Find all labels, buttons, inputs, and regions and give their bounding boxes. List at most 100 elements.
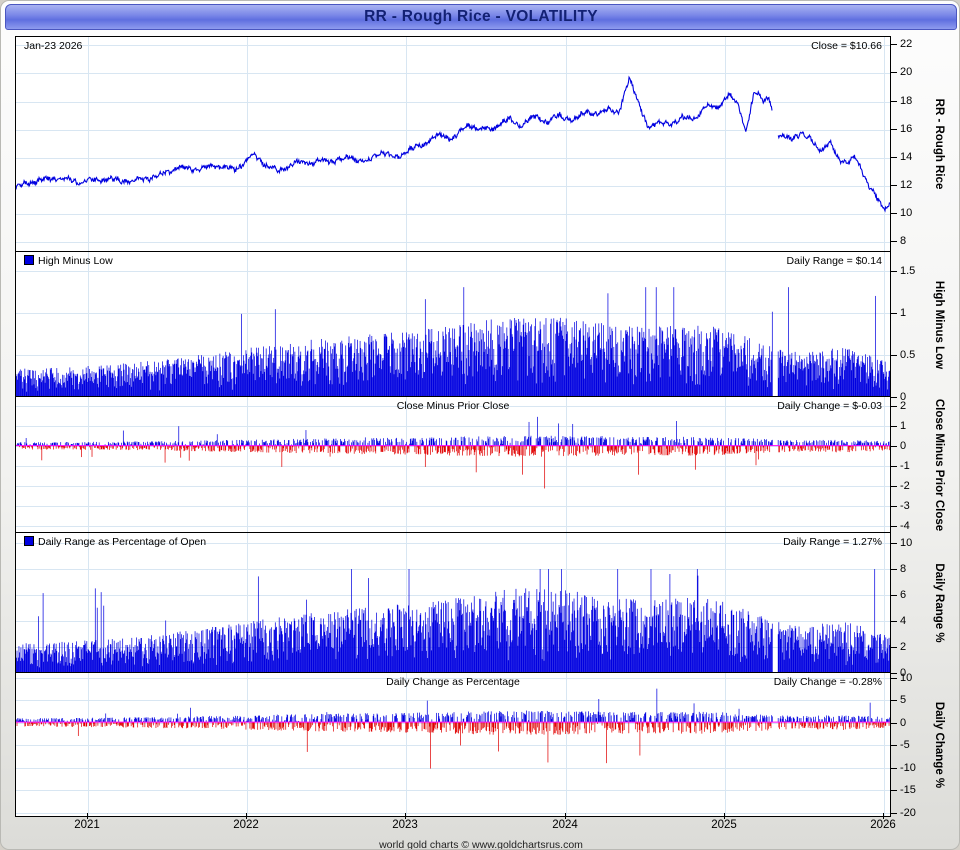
y-tick <box>891 678 897 679</box>
y-tick <box>891 157 897 158</box>
y-tick <box>891 723 897 724</box>
y-tick-label: 0.5 <box>900 348 916 361</box>
y-tick-label: -15 <box>900 784 916 796</box>
panel-caption-center-daily-change-percent: Daily Change as Percentage <box>386 676 520 688</box>
y-tick <box>891 768 897 769</box>
chart-panel-daily-range-percent: Daily Range as Percentage of Open Daily R… <box>15 533 891 673</box>
y-tick-label: 1 <box>900 306 907 319</box>
x-tick-label: 2022 <box>233 819 259 831</box>
y-tick-label: 0 <box>900 391 907 403</box>
y-axis-title-price: RR - Rough Rice <box>933 98 945 190</box>
footer-credit: world gold charts © www.goldchartsrus.co… <box>379 839 583 850</box>
panel-caption-right-daily-change-percent: Daily Change = -0.28% <box>773 676 882 688</box>
y-tick-label: 6 <box>900 589 907 602</box>
y-tick-label: 20 <box>900 66 913 79</box>
y-axis-title-daily-change-percent: Daily Change % <box>933 701 945 789</box>
y-tick <box>891 446 897 447</box>
y-tick <box>891 543 897 544</box>
y-tick-label: 16 <box>900 122 913 135</box>
y-tick-label: -20 <box>900 806 916 819</box>
legend-swatch-icon <box>24 255 34 265</box>
x-tick <box>87 813 88 819</box>
y-tick-label: 2 <box>900 400 907 412</box>
series-daily-change-percent <box>16 688 890 769</box>
x-tick <box>724 813 725 819</box>
y-tick-label: 10 <box>900 671 913 684</box>
legend-swatch-icon <box>24 536 34 546</box>
y-tick-label: 2 <box>900 641 907 654</box>
y-tick <box>891 813 897 814</box>
x-tick <box>405 813 406 819</box>
series-daily-range-percent <box>16 569 890 672</box>
y-axis-title-close-minus-prior-close: Close Minus Prior Close <box>933 398 945 532</box>
panel-caption-left-high-minus-low-text: High Minus Low <box>38 255 113 267</box>
y-tick <box>891 595 897 596</box>
x-tick-label: 2021 <box>74 819 100 831</box>
y-tick-label: 1 <box>900 420 907 432</box>
y-tick <box>891 72 897 73</box>
page-title: RR - Rough Rice - VOLATILITY <box>364 8 598 25</box>
y-tick-label: -10 <box>900 761 916 774</box>
y-tick <box>891 486 897 487</box>
x-tick-label: 2025 <box>711 819 737 831</box>
x-tick-label: 2026 <box>870 819 896 831</box>
y-tick <box>891 397 897 398</box>
y-tick <box>891 506 897 507</box>
panel-caption-right-price: Close = $10.66 <box>811 40 882 52</box>
y-tick <box>891 129 897 130</box>
y-axis-price: 22 20 18 16 14 12 10 8 RR - Rough Rice <box>891 36 959 252</box>
panel-caption-left-daily-range-percent: Daily Range as Percentage of Open <box>24 536 206 548</box>
series-close-minus-prior-close <box>16 416 890 489</box>
y-axis-daily-change-percent: 10 5 0 -5 -10 -15 -20 Daily Change % <box>891 671 959 819</box>
y-tick-label: 14 <box>900 150 913 163</box>
y-tick <box>891 426 897 427</box>
y-tick-label: -1 <box>900 460 910 472</box>
y-axis-title-daily-range-percent: Daily Range % <box>933 563 945 643</box>
y-tick-label: 10 <box>900 206 913 219</box>
y-tick <box>891 621 897 622</box>
y-tick-label: 1.5 <box>900 264 916 277</box>
chart-panel-close-minus-prior-close: Close Minus Prior Close Daily Change = $-… <box>15 397 891 533</box>
y-tick <box>891 355 897 356</box>
panel-caption-right-daily-range-percent: Daily Range = 1.27% <box>783 536 882 548</box>
y-tick-label: -5 <box>900 739 910 751</box>
y-axis-title-high-minus-low: High Minus Low <box>933 280 945 369</box>
panel-caption-left-daily-range-percent-text: Daily Range as Percentage of Open <box>38 536 207 548</box>
chart-panel-daily-change-percent: Daily Change as Percentage Daily Change =… <box>15 673 891 817</box>
y-tick-label: -4 <box>900 520 910 532</box>
y-tick <box>891 745 897 746</box>
x-axis: 2021 2022 2023 2024 2025 2026 <box>15 813 896 837</box>
chart-stack: Jan-23 2026 Close = $10.66 High Minus Low D… <box>15 36 891 817</box>
y-axis-high-minus-low: 1.5 1 0.5 0 High Minus Low <box>891 252 959 403</box>
y-tick-label: 0 <box>900 667 907 679</box>
y-tick-label: 22 <box>900 38 913 51</box>
y-tick-label: 0 <box>900 440 907 452</box>
y-tick-label: -3 <box>900 500 910 512</box>
y-tick-label: 10 <box>900 537 913 550</box>
y-tick <box>891 271 897 272</box>
x-tick <box>246 813 247 819</box>
chart-panel-price: Jan-23 2026 Close = $10.66 <box>15 36 891 252</box>
y-tick-label: 4 <box>900 615 907 628</box>
panel-caption-left-high-minus-low: High Minus Low <box>24 255 113 267</box>
panel-caption-left-price: Jan-23 2026 <box>24 40 83 52</box>
y-tick <box>891 241 897 242</box>
y-tick <box>891 185 897 186</box>
y-tick <box>891 44 897 45</box>
y-tick-label: 12 <box>900 178 913 191</box>
y-tick <box>891 700 897 701</box>
y-tick <box>891 406 897 407</box>
y-tick <box>891 647 897 648</box>
y-tick-label: 18 <box>900 94 913 107</box>
y-tick <box>891 569 897 570</box>
y-tick <box>891 790 897 791</box>
y-tick <box>891 526 897 527</box>
y-tick-label: 5 <box>900 694 907 706</box>
y-tick <box>891 673 897 674</box>
y-tick <box>891 101 897 102</box>
y-tick-label: 8 <box>900 563 907 576</box>
x-tick <box>565 813 566 819</box>
y-tick <box>891 213 897 214</box>
y-axis-daily-range-percent: 10 8 6 4 2 0 Daily Range % <box>891 533 959 679</box>
